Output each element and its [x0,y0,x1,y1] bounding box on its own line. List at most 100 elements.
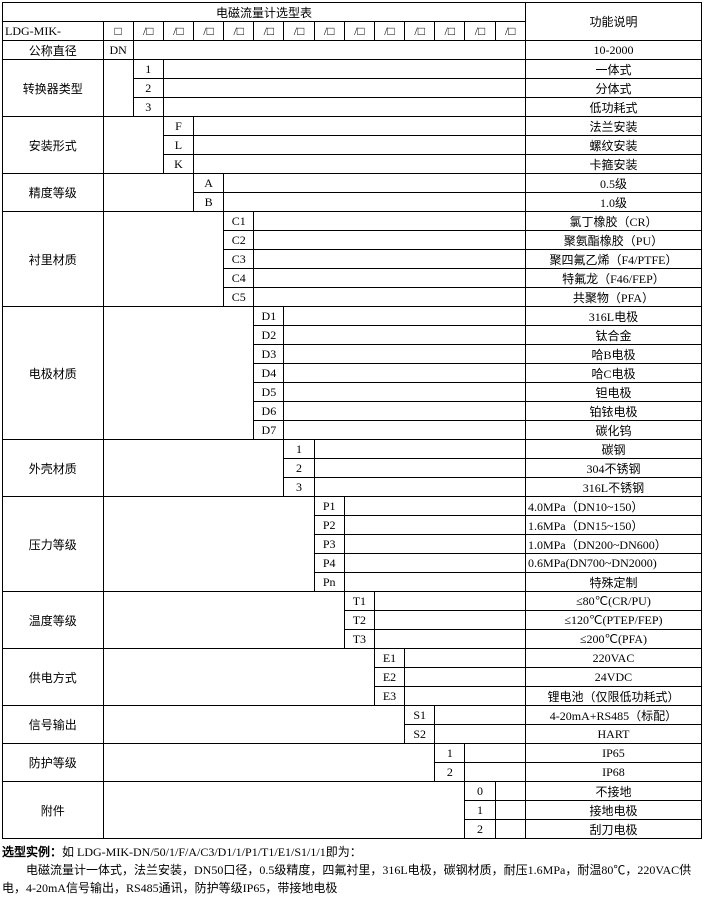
row-label-lining: 衬里材质 [3,212,104,307]
code-box: /□ [374,22,404,41]
code: 2 [133,79,163,98]
code: 3 [284,478,314,497]
desc: 螺纹安装 [525,136,701,155]
table-title: 电磁流量计选型表 [3,3,526,22]
code: E1 [374,649,404,668]
code: D5 [254,383,284,402]
desc: 220VAC [525,649,701,668]
code: K [163,155,193,174]
desc: 碳化钨 [525,421,701,440]
code: T3 [344,630,374,649]
desc: 共聚物（PFA） [525,288,701,307]
code: C4 [224,269,254,288]
code: D6 [254,402,284,421]
desc: 不接地 [525,782,701,801]
desc: 分体式 [525,79,701,98]
row-label-install: 安装形式 [3,117,104,174]
code: T2 [344,611,374,630]
desc: 刮刀电极 [525,820,701,839]
desc: 铂铱电极 [525,402,701,421]
footer-example: 如 LDG-MIK-DN/50/1/F/A/C3/D1/1/P1/T1/E1/S… [62,845,362,859]
row-label-electrode: 电极材质 [3,307,104,440]
code: P1 [314,497,344,516]
code: 0 [465,782,495,801]
code-box: /□ [435,22,465,41]
desc: ≤200℃(PFA) [525,630,701,649]
row-label-acc: 附件 [3,782,104,839]
desc: 碳钢 [525,440,701,459]
row-label-power: 供电方式 [3,649,104,706]
desc: 钛合金 [525,326,701,345]
desc: 钽电极 [525,383,701,402]
footer-label: 选型实例： [2,845,62,859]
code: T1 [344,592,374,611]
code: E2 [374,668,404,687]
desc: ≤120℃(PTEP/FEP) [525,611,701,630]
code: D2 [254,326,284,345]
desc: 哈C电极 [525,364,701,383]
code: P4 [314,554,344,573]
code: C3 [224,250,254,269]
desc: 4-20mA+RS485（标配） [525,706,701,725]
code: 1 [133,60,163,79]
code: 1 [435,744,465,763]
desc: 聚四氟乙烯（F4/PTFE） [525,250,701,269]
code-box: /□ [254,22,284,41]
code: P3 [314,535,344,554]
model-prefix: LDG-MIK- [3,22,104,41]
code: 1 [284,440,314,459]
desc: IP65 [525,744,701,763]
code-box: /□ [194,22,224,41]
row-label-protect: 防护等级 [3,744,104,782]
desc: 24VDC [525,668,701,687]
code: S1 [405,706,435,725]
code: 2 [465,820,495,839]
code: E3 [374,687,404,706]
code-box: /□ [405,22,435,41]
desc: 1.0级 [525,193,701,212]
code: 3 [133,98,163,117]
code: C2 [224,231,254,250]
code-box: /□ [495,22,525,41]
func-header: 功能说明 [525,3,701,41]
desc: IP68 [525,763,701,782]
desc: 哈B电极 [525,345,701,364]
desc: 聚氨酯橡胶（PU） [525,231,701,250]
desc-dn: 10-2000 [525,41,701,60]
code-box: /□ [224,22,254,41]
selection-table: 电磁流量计选型表 功能说明 LDG-MIK- □ /□ /□ /□ /□ /□ … [2,2,702,839]
desc: ≤80℃(CR/PU) [525,592,701,611]
desc: 一体式 [525,60,701,79]
desc: 316L不锈钢 [525,478,701,497]
code: Pn [314,573,344,592]
desc: 316L电极 [525,307,701,326]
desc: HART [525,725,701,744]
desc: 4.0MPa（DN10~150） [525,497,701,516]
desc: 卡箍安装 [525,155,701,174]
desc: 304不锈钢 [525,459,701,478]
desc: 0.6MPa(DN700~DN2000) [525,554,701,573]
row-label-temp: 温度等级 [3,592,104,649]
row-label-shell: 外壳材质 [3,440,104,497]
code: 2 [284,459,314,478]
desc: 接地电极 [525,801,701,820]
row-label-conv: 转换器类型 [3,60,104,117]
code-box: /□ [465,22,495,41]
desc: 氯丁橡胶（CR） [525,212,701,231]
code: S2 [405,725,435,744]
code-box: /□ [284,22,314,41]
row-label-accuracy: 精度等级 [3,174,104,212]
code-dn: DN [103,41,133,60]
desc: 锂电池（仅限低功耗式） [525,687,701,706]
code: C1 [224,212,254,231]
desc: 1.0MPa（DN200~DN600） [525,535,701,554]
code-box: /□ [163,22,193,41]
code: A [194,174,224,193]
desc: 低功耗式 [525,98,701,117]
code: 1 [465,801,495,820]
code: L [163,136,193,155]
code: D1 [254,307,284,326]
code: D4 [254,364,284,383]
desc: 法兰安装 [525,117,701,136]
code: P2 [314,516,344,535]
